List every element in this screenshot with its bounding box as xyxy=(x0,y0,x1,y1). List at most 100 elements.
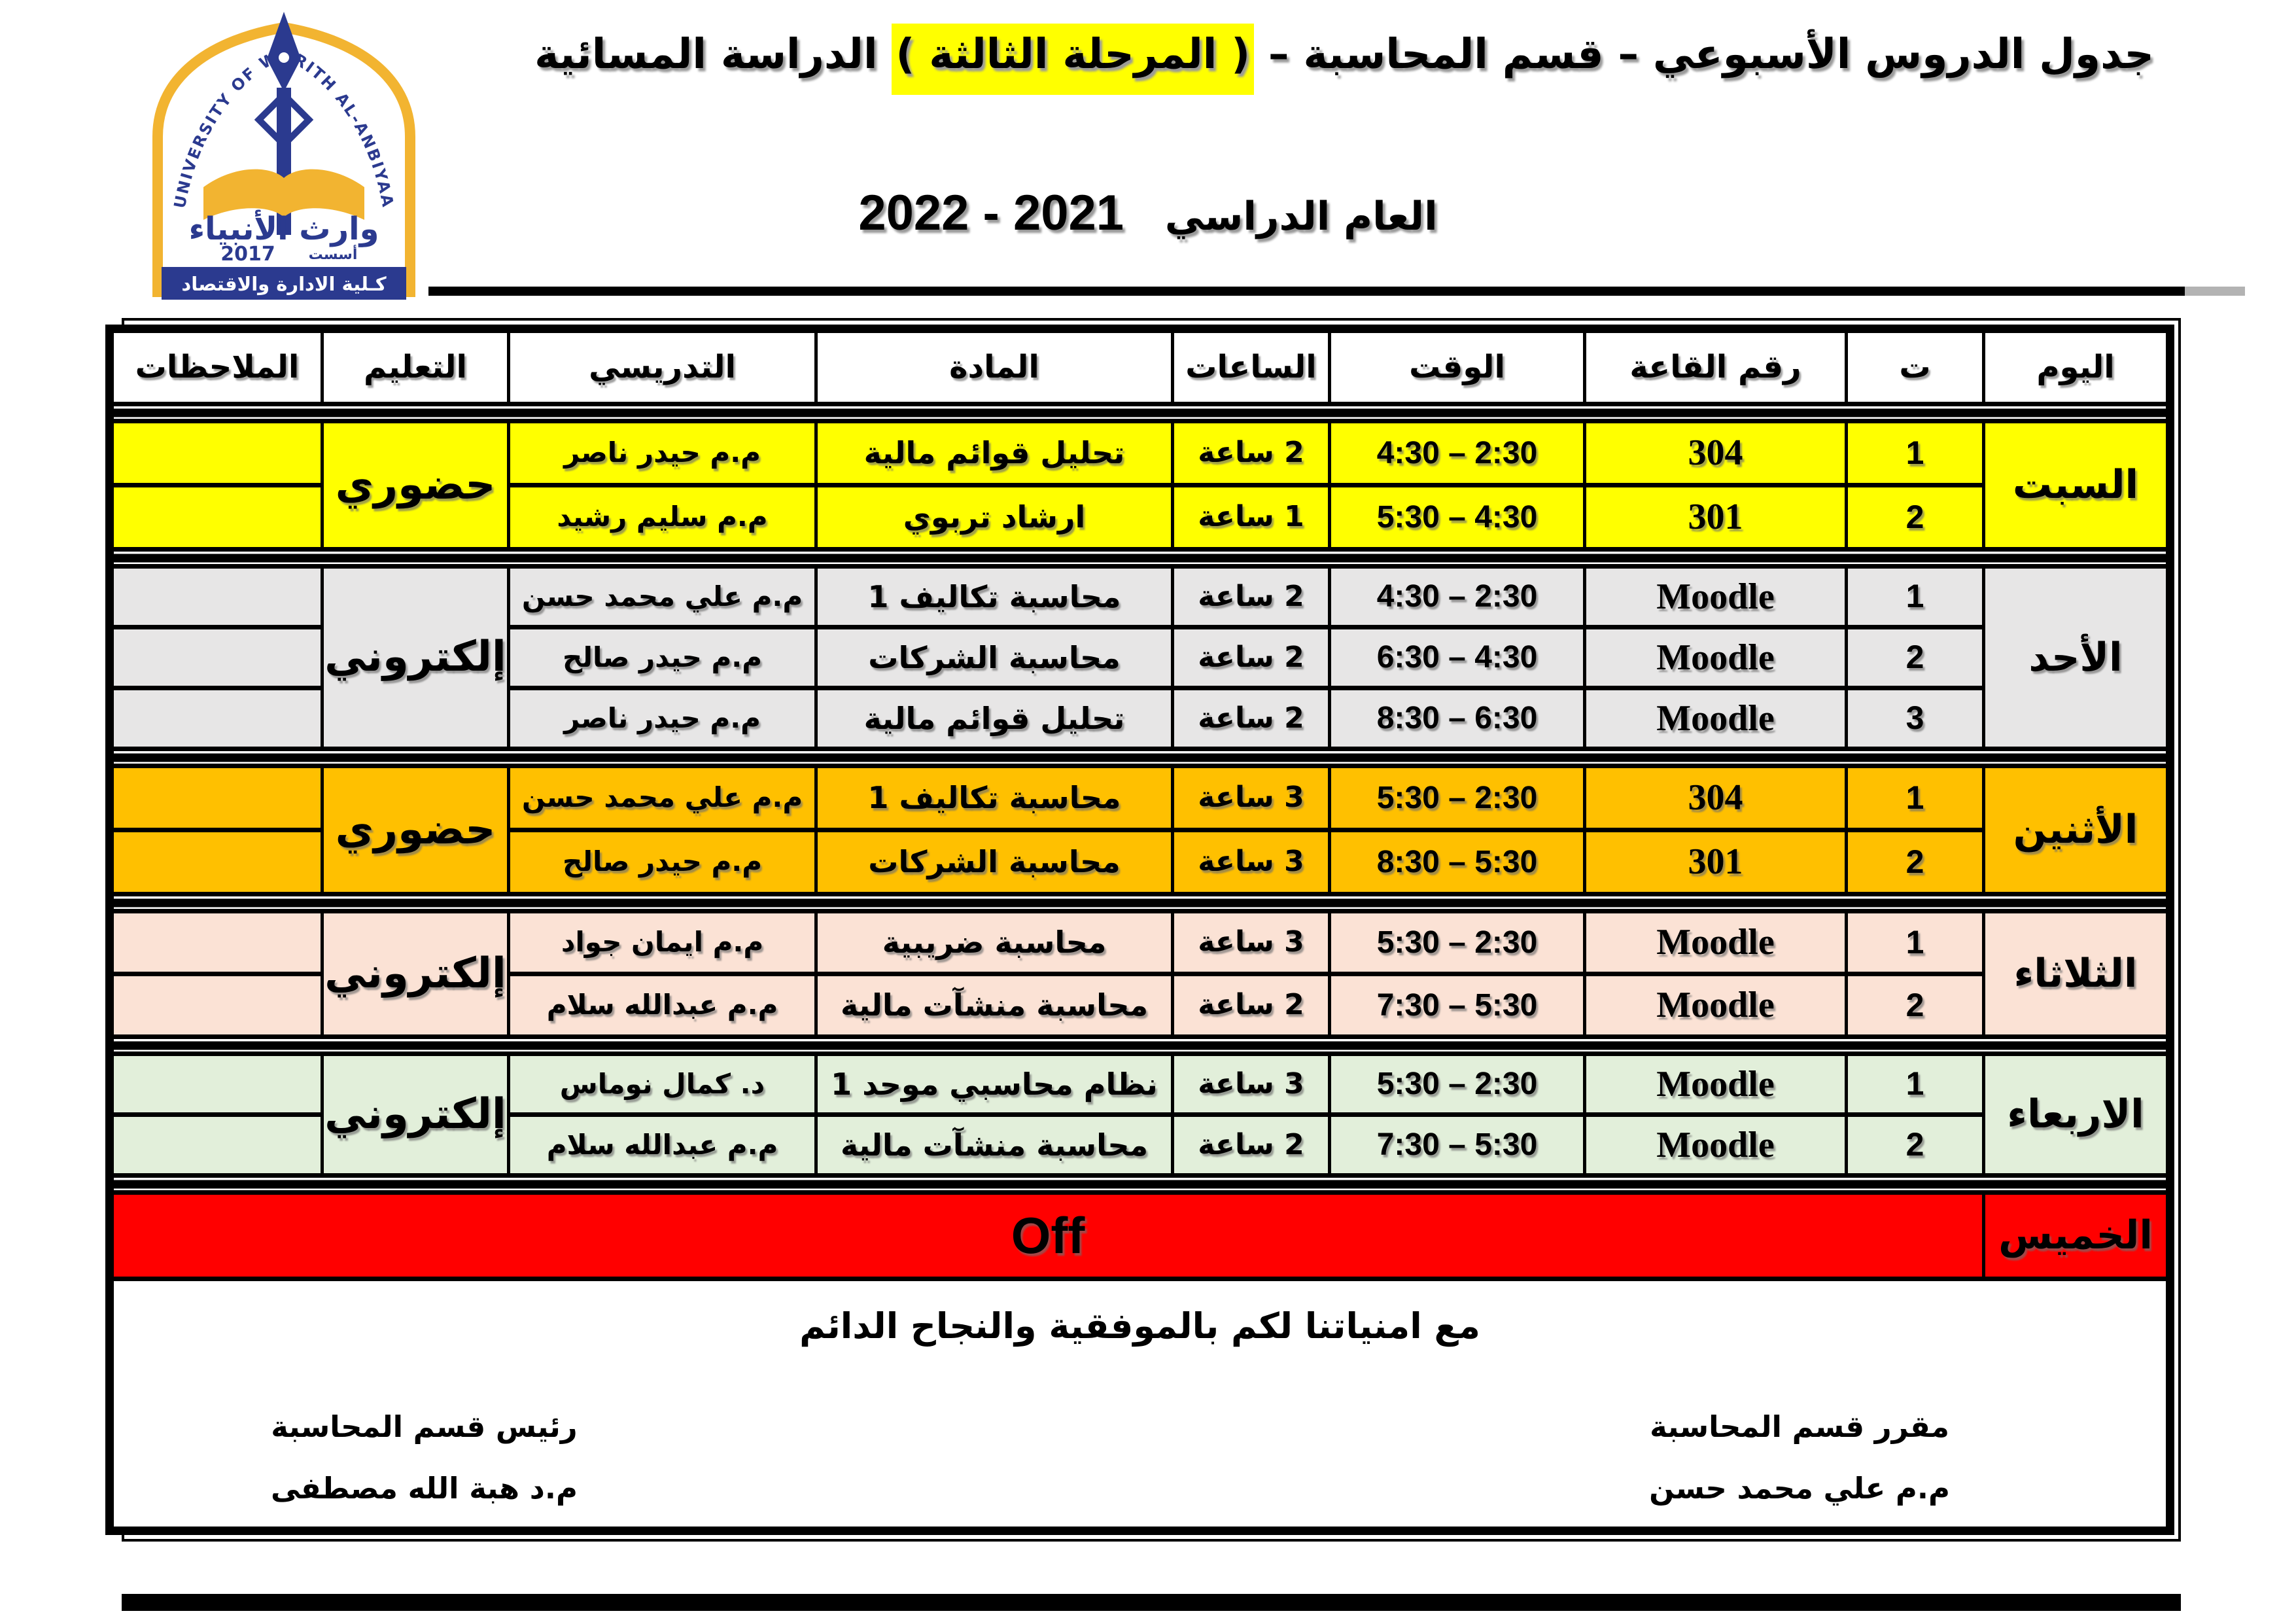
table-row: الخميس Off xyxy=(108,1190,2172,1281)
cell-no: 1 xyxy=(1845,564,1985,629)
cell-hours: 2 ساعة xyxy=(1171,686,1331,751)
cell-instructor: م.م علي محمد حسن xyxy=(507,764,818,832)
cell-mode: إلكتروني xyxy=(321,1051,510,1178)
table-row: 2 301 4:30 – 5:30 1 ساعة ارشاد تربوي م.م… xyxy=(108,483,2170,552)
table-row: 2 Moodle 5:30 – 7:30 2 ساعة محاسبة منشآت… xyxy=(108,972,2170,1039)
title-prefix: جدول الدروس الأسبوعي – قسم المحاسبة – xyxy=(1254,30,2154,78)
cell-day: الخميس xyxy=(1982,1190,2172,1281)
cell-mode: حضوري xyxy=(321,764,510,896)
signature-head-name: م.د هبة الله مصطفى xyxy=(271,1471,578,1506)
cell-notes xyxy=(108,909,324,976)
cell-time: 2:30 – 4:30 xyxy=(1328,419,1586,487)
col-header-subject: المادة xyxy=(814,327,1174,406)
cell-room: 304 xyxy=(1583,419,1848,487)
signatures-row: مقرر قسم المحاسبة م.م علي محمد حسن رئيس … xyxy=(114,1396,2166,1520)
col-header-instructor: التدريسي xyxy=(507,327,818,406)
cell-day: الاربعاء xyxy=(1982,1051,2172,1178)
cell-notes xyxy=(108,483,324,552)
cell-room: Moodle xyxy=(1583,686,1848,751)
cell-time: 4:30 – 5:30 xyxy=(1328,483,1586,552)
table-row: الأحد 1 Moodle 2:30 – 4:30 2 ساعة محاسبة… xyxy=(108,564,2172,751)
col-header-no: ت xyxy=(1845,327,1985,406)
cell-no: 1 xyxy=(1845,419,1985,487)
bottom-border-band xyxy=(122,1594,2181,1611)
cell-hours: 2 ساعة xyxy=(1171,1112,1331,1178)
cell-instructor: م.م علي محمد حسن xyxy=(507,564,818,629)
cell-time: 2:30 – 5:30 xyxy=(1328,764,1586,832)
cell-no: 2 xyxy=(1845,972,1985,1039)
logo-pen-nib-icon xyxy=(267,12,301,92)
cell-time: 5:30 – 7:30 xyxy=(1328,1112,1586,1178)
cell-off: Off xyxy=(108,1190,1985,1281)
separator-row xyxy=(109,549,2170,567)
cell-no: 1 xyxy=(1845,764,1985,832)
cell-notes xyxy=(108,1112,324,1178)
cell-room: Moodle xyxy=(1583,972,1848,1039)
separator-row xyxy=(109,404,2170,421)
col-header-hours: الساعات xyxy=(1171,327,1331,406)
col-header-time: الوقت xyxy=(1328,327,1586,406)
logo-book-right-page xyxy=(284,169,364,220)
weekly-schedule-table: اليوم ت رقم القاعة الوقت الساعات المادة … xyxy=(105,325,2174,1535)
cell-subject: محاسبة منشآت مالية xyxy=(814,1112,1174,1178)
cell-notes xyxy=(108,828,324,896)
cell-subject: محاسبة تكاليف 1 xyxy=(814,564,1174,629)
cell-day: السبت xyxy=(1982,419,2172,552)
logo-college-banner xyxy=(162,267,406,300)
cell-room: Moodle xyxy=(1583,1112,1848,1178)
cell-subject: محاسبة ضريبية xyxy=(814,909,1174,976)
separator-row xyxy=(109,1036,2170,1054)
academic-year-value: 2021 - 2022 xyxy=(858,185,1124,241)
title-suffix: الدراسة المسائية xyxy=(534,30,892,78)
cell-day: الأثنين xyxy=(1982,764,2172,896)
cell-subject: محاسبة الشركات xyxy=(814,828,1174,896)
cell-day: الأحد xyxy=(1982,564,2172,751)
cell-instructor: م.م حيدر صالح xyxy=(507,828,818,896)
cell-notes xyxy=(108,686,324,751)
logo-established-label: أسست xyxy=(309,244,358,263)
separator-row xyxy=(109,1175,2170,1193)
academic-year-subtitle: العام الدراسي 2021 - 2022 xyxy=(0,185,2296,241)
cell-room: 301 xyxy=(1583,483,1848,552)
cell-room: Moodle xyxy=(1583,625,1848,690)
cell-no: 3 xyxy=(1845,686,1985,751)
cell-instructor: م.م حيدر ناصر xyxy=(507,686,818,751)
cell-room: Moodle xyxy=(1583,909,1848,976)
header-divider xyxy=(428,287,2185,296)
cell-notes xyxy=(108,419,324,487)
signature-coordinator-name: م.م علي محمد حسن xyxy=(1649,1471,1950,1506)
cell-room: 301 xyxy=(1583,828,1848,896)
cell-day: الثلاثاء xyxy=(1982,909,2172,1039)
title-stage-highlight: ( المرحلة الثالثة ) xyxy=(892,24,1255,95)
page-title: جدول الدروس الأسبوعي – قسم المحاسبة – ( … xyxy=(451,24,2237,95)
cell-time: 5:30 – 8:30 xyxy=(1328,828,1586,896)
logo-university-name-ar: وارث الأنبياء xyxy=(189,209,379,247)
cell-no: 2 xyxy=(1845,625,1985,690)
cell-room: Moodle xyxy=(1583,564,1848,629)
cell-room: 304 xyxy=(1583,764,1848,832)
cell-subject: محاسبة منشآت مالية xyxy=(814,972,1174,1039)
cell-no: 2 xyxy=(1845,1112,1985,1178)
cell-instructor: م.م ايمان جواد xyxy=(507,909,818,976)
cell-hours: 1 ساعة xyxy=(1171,483,1331,552)
cell-notes xyxy=(108,1051,324,1117)
col-header-notes: الملاحظات xyxy=(108,327,324,406)
cell-notes xyxy=(108,972,324,1039)
table-row: 2 Moodle 4:30 – 6:30 2 ساعة محاسبة الشرك… xyxy=(108,625,2170,690)
cell-time: 5:30 – 7:30 xyxy=(1328,972,1586,1039)
cell-instructor: م.م عبدالله سلام xyxy=(507,972,818,1039)
university-logo: UNIVERSITY OF WARITH AL-ANBIYAA وارث الأ… xyxy=(152,12,415,300)
signature-coordinator-role: مقرر قسم المحاسبة xyxy=(1650,1409,1949,1444)
logo-established-year: 2017 xyxy=(220,243,275,266)
cell-hours: 3 ساعة xyxy=(1171,1051,1331,1117)
cell-hours: 3 ساعة xyxy=(1171,909,1331,976)
cell-hours: 3 ساعة xyxy=(1171,764,1331,832)
table-row: 3 Moodle 6:30 – 8:30 2 ساعة تحليل قوائم … xyxy=(108,686,2170,751)
cell-instructor: م.م حيدر ناصر xyxy=(507,419,818,487)
cell-mode: إلكتروني xyxy=(321,564,510,751)
col-header-day: اليوم xyxy=(1982,327,2172,406)
table-row: السبت 1 304 2:30 – 4:30 2 ساعة تحليل قوا… xyxy=(108,419,2172,552)
cell-instructor: م.م عبدالله سلام xyxy=(507,1112,818,1178)
table-row: الأثنين 1 304 2:30 – 5:30 3 ساعة محاسبة … xyxy=(108,764,2172,896)
logo-college-name: كـلية الادارة والاقتصاد xyxy=(181,273,386,295)
